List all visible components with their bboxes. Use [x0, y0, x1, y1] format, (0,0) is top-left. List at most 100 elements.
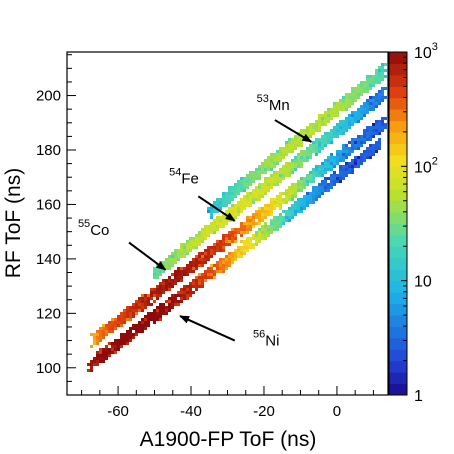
density-cell [180, 246, 183, 249]
density-cell [285, 162, 288, 165]
density-cell [153, 315, 156, 318]
density-cell [234, 195, 237, 198]
density-cell [321, 123, 324, 126]
density-cell [141, 324, 144, 327]
density-cell [336, 177, 339, 180]
density-cell [300, 129, 303, 132]
density-cell [288, 150, 291, 153]
density-cell [297, 204, 300, 207]
density-cell [99, 339, 102, 342]
density-cell [297, 183, 300, 186]
density-cell [291, 210, 294, 213]
density-cell [357, 135, 360, 138]
density-cell [318, 123, 321, 126]
density-cell [288, 216, 291, 219]
density-cell [216, 264, 219, 267]
density-cell [366, 81, 369, 84]
density-cell [249, 177, 252, 180]
density-cell [261, 234, 264, 237]
density-cell [174, 273, 177, 276]
density-cell [348, 168, 351, 171]
colorbar-step [389, 109, 407, 122]
density-cell [207, 234, 210, 237]
density-cell [204, 270, 207, 273]
density-cell [171, 264, 174, 267]
density-cell [312, 126, 315, 129]
density-cell [312, 201, 315, 204]
density-cell [243, 243, 246, 246]
density-cell [360, 81, 363, 84]
density-cell [264, 168, 267, 171]
density-cell [309, 171, 312, 174]
density-cell [318, 189, 321, 192]
density-cell [210, 273, 213, 276]
density-cell [348, 96, 351, 99]
density-cell [246, 237, 249, 240]
density-cell [108, 342, 111, 345]
density-cell [312, 132, 315, 135]
density-cell [369, 135, 372, 138]
density-cell [243, 228, 246, 231]
density-cell [201, 279, 204, 282]
density-cell [315, 168, 318, 171]
density-cell [144, 294, 147, 297]
density-cell [369, 102, 372, 105]
density-cell [186, 294, 189, 297]
density-cell [195, 285, 198, 288]
isotope-label-text: 53Mn [257, 93, 290, 114]
density-cell [255, 189, 258, 192]
density-cell [348, 102, 351, 105]
colorbar-step [389, 74, 407, 87]
density-cell [171, 300, 174, 303]
density-cell [213, 273, 216, 276]
density-cell [270, 156, 273, 159]
density-cell [243, 246, 246, 249]
density-cell [159, 291, 162, 294]
density-cell [267, 213, 270, 216]
density-cell [327, 120, 330, 123]
density-cell [225, 204, 228, 207]
density-cell [177, 252, 180, 255]
density-cell [381, 126, 384, 129]
density-cell [198, 285, 201, 288]
density-cell [231, 213, 234, 216]
density-cell [153, 309, 156, 312]
density-cell [234, 231, 237, 234]
density-cell [312, 198, 315, 201]
density-cell [222, 225, 225, 228]
density-cell [315, 126, 318, 129]
density-cell [318, 165, 321, 168]
density-cell [276, 159, 279, 162]
density-cell [117, 318, 120, 321]
density-cell [297, 135, 300, 138]
density-cell [204, 252, 207, 255]
density-cell [264, 213, 267, 216]
density-cell [258, 222, 261, 225]
density-cell [312, 129, 315, 132]
density-cell [234, 240, 237, 243]
density-cell [195, 264, 198, 267]
density-cell [267, 234, 270, 237]
density-cell [291, 141, 294, 144]
density-cell [378, 81, 381, 84]
density-cell [297, 198, 300, 201]
density-cell [102, 354, 105, 357]
density-cell [375, 150, 378, 153]
density-cell [288, 174, 291, 177]
density-cell [126, 318, 129, 321]
density-cell [267, 228, 270, 231]
density-cell [291, 216, 294, 219]
density-cell [147, 300, 150, 303]
density-cell [204, 255, 207, 258]
density-cell [90, 360, 93, 363]
density-cell [354, 165, 357, 168]
density-cell [135, 330, 138, 333]
density-cell [306, 159, 309, 162]
density-cell [261, 231, 264, 234]
density-cell [126, 333, 129, 336]
density-cell [168, 255, 171, 258]
density-cell [216, 222, 219, 225]
density-cell [96, 333, 99, 336]
density-cell [249, 195, 252, 198]
density-cell [276, 204, 279, 207]
